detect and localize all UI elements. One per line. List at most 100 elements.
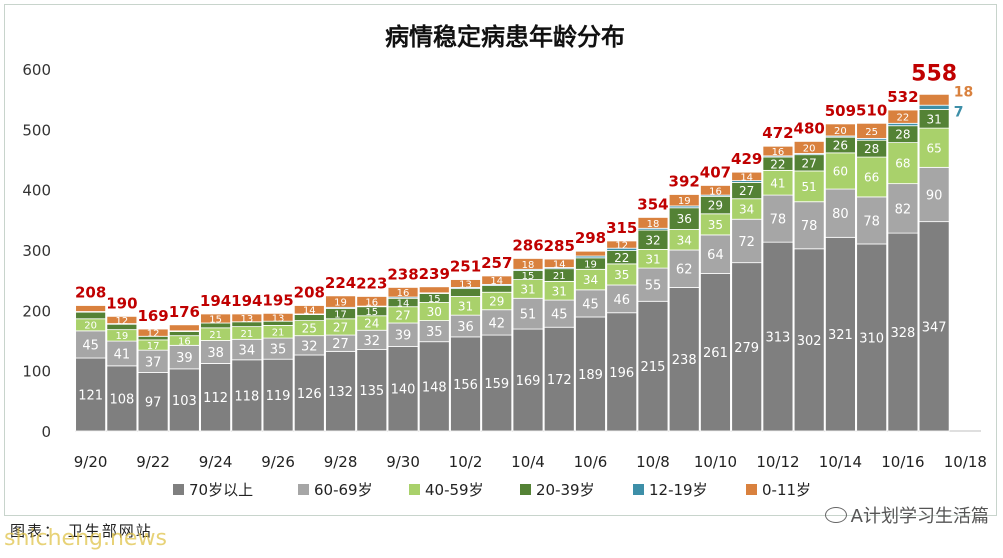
bar-segment [418, 286, 450, 294]
bar-segment [418, 341, 450, 432]
bar-segment [450, 336, 481, 432]
bar-segment [262, 358, 294, 432]
segment-value-label: 27 [333, 320, 348, 334]
segment-value-label: 66 [864, 171, 879, 185]
source-caption: 图表： 卫生部网站 [10, 522, 153, 540]
segment-value-label: 68 [895, 157, 910, 171]
segment-value-label: 19 [678, 196, 691, 207]
segment-value-label: 31 [458, 299, 473, 313]
segment-value-label: 196 [609, 366, 634, 381]
segment-value-label: 39 [395, 329, 412, 344]
bar-segment [700, 273, 731, 432]
segment-value-label: 51 [520, 308, 537, 323]
segment-value-label: 20 [803, 143, 816, 154]
segment-value-label: 21 [209, 330, 222, 341]
segment-value-label: 60 [833, 165, 848, 179]
legend-label: 0-11岁 [762, 481, 811, 499]
x-tick-label: 10/8 [636, 453, 670, 471]
segment-value-label: 34 [677, 233, 692, 247]
segment-value-label: 31 [926, 112, 941, 126]
bar-segment [793, 170, 825, 203]
y-tick-label: 600 [22, 61, 51, 79]
segment-value-label: 302 [797, 334, 822, 349]
segment-value-label: 45 [82, 338, 99, 353]
site-watermark: shicheng.news [4, 526, 167, 551]
total-value-label: 257 [481, 254, 512, 272]
segment-value-label: 35 [426, 325, 443, 340]
segment-value-label: 51 [802, 180, 817, 194]
segment-value-label: 19 [334, 298, 347, 309]
segment-value-label: 16 [178, 336, 191, 347]
segment-value-label: 35 [270, 343, 287, 358]
total-value-label: 176 [169, 303, 200, 321]
total-value-label: 532 [887, 88, 918, 106]
bar-segment [137, 328, 169, 337]
y-tick-label: 0 [41, 423, 51, 441]
bar-segment [231, 313, 263, 323]
segment-value-label: 28 [895, 128, 910, 142]
bar-segment [825, 152, 856, 190]
x-tick-label: 9/24 [199, 453, 233, 471]
bar-segment [512, 328, 544, 432]
x-tick-label: 9/28 [324, 453, 358, 471]
segment-value-label: 39 [176, 351, 193, 366]
bar-segment [606, 240, 638, 249]
segment-value-label: 13 [272, 313, 285, 324]
segment-value-label: 310 [859, 331, 884, 346]
segment-value-label: 62 [676, 263, 693, 278]
total-value-label: 472 [762, 124, 793, 142]
segment-value-label: 45 [551, 308, 568, 323]
segment-value-label: 12 [147, 329, 160, 340]
bar-segment [793, 201, 825, 250]
bar-segment [731, 171, 763, 182]
bar-segment [668, 194, 700, 207]
segment-value-label: 140 [391, 383, 416, 398]
segment-value-label: 36 [677, 212, 692, 226]
legend-swatch [298, 484, 309, 495]
segment-value-label: 14 [397, 298, 410, 309]
legend-swatch [746, 484, 757, 495]
segment-value-label: 19 [115, 331, 128, 342]
total-value-label: 223 [356, 274, 387, 292]
x-tick-label: 10/12 [756, 453, 799, 471]
bar-segment [575, 250, 606, 257]
segment-value-label: 36 [457, 320, 474, 335]
bar-segment [856, 243, 888, 432]
legend-swatch [633, 484, 644, 495]
segment-value-label: 15 [428, 294, 441, 305]
segment-value-label: 34 [739, 203, 754, 217]
total-value-label: 208 [75, 284, 106, 302]
bar-segment [856, 156, 888, 198]
last-bar-0-11-label: 18 [954, 84, 973, 100]
segment-value-label: 14 [303, 306, 316, 317]
segment-value-label: 14 [490, 276, 503, 287]
segment-value-label: 42 [488, 316, 505, 331]
x-tick-label: 9/26 [261, 453, 295, 471]
x-tick-label: 9/30 [386, 453, 420, 471]
total-value-label: 194 [200, 292, 231, 310]
bar-segment [762, 194, 794, 243]
segment-value-label: 16 [772, 147, 785, 158]
segment-value-label: 148 [422, 380, 447, 395]
total-value-label: 510 [856, 101, 887, 119]
segment-value-label: 16 [709, 186, 722, 197]
wechat-watermark: A计划学习生活篇 [824, 502, 989, 528]
total-value-label: 194 [231, 292, 262, 310]
bar-segment [387, 287, 419, 298]
total-value-label: 224 [325, 274, 356, 292]
x-tick-label: 10/2 [449, 453, 483, 471]
total-value-label: 251 [450, 258, 481, 276]
bar-segment [75, 357, 107, 432]
segment-value-label: 80 [832, 207, 849, 222]
watermark-text: A计划学习生活篇 [850, 506, 989, 527]
segment-value-label: 27 [802, 156, 817, 170]
bar-segment [293, 354, 325, 432]
total-value-label: 354 [637, 195, 668, 213]
segment-value-label: 328 [890, 326, 915, 341]
segment-value-label: 17 [147, 341, 160, 352]
segment-value-label: 16 [365, 297, 378, 308]
chart-title: 病情稳定病患年龄分布 [385, 23, 625, 51]
segment-value-label: 19 [584, 259, 597, 270]
segment-value-label: 18 [647, 219, 660, 230]
segment-value-label: 238 [672, 353, 697, 368]
